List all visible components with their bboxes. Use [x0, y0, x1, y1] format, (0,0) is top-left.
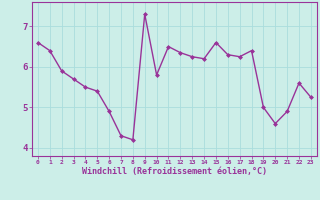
X-axis label: Windchill (Refroidissement éolien,°C): Windchill (Refroidissement éolien,°C)	[82, 167, 267, 176]
